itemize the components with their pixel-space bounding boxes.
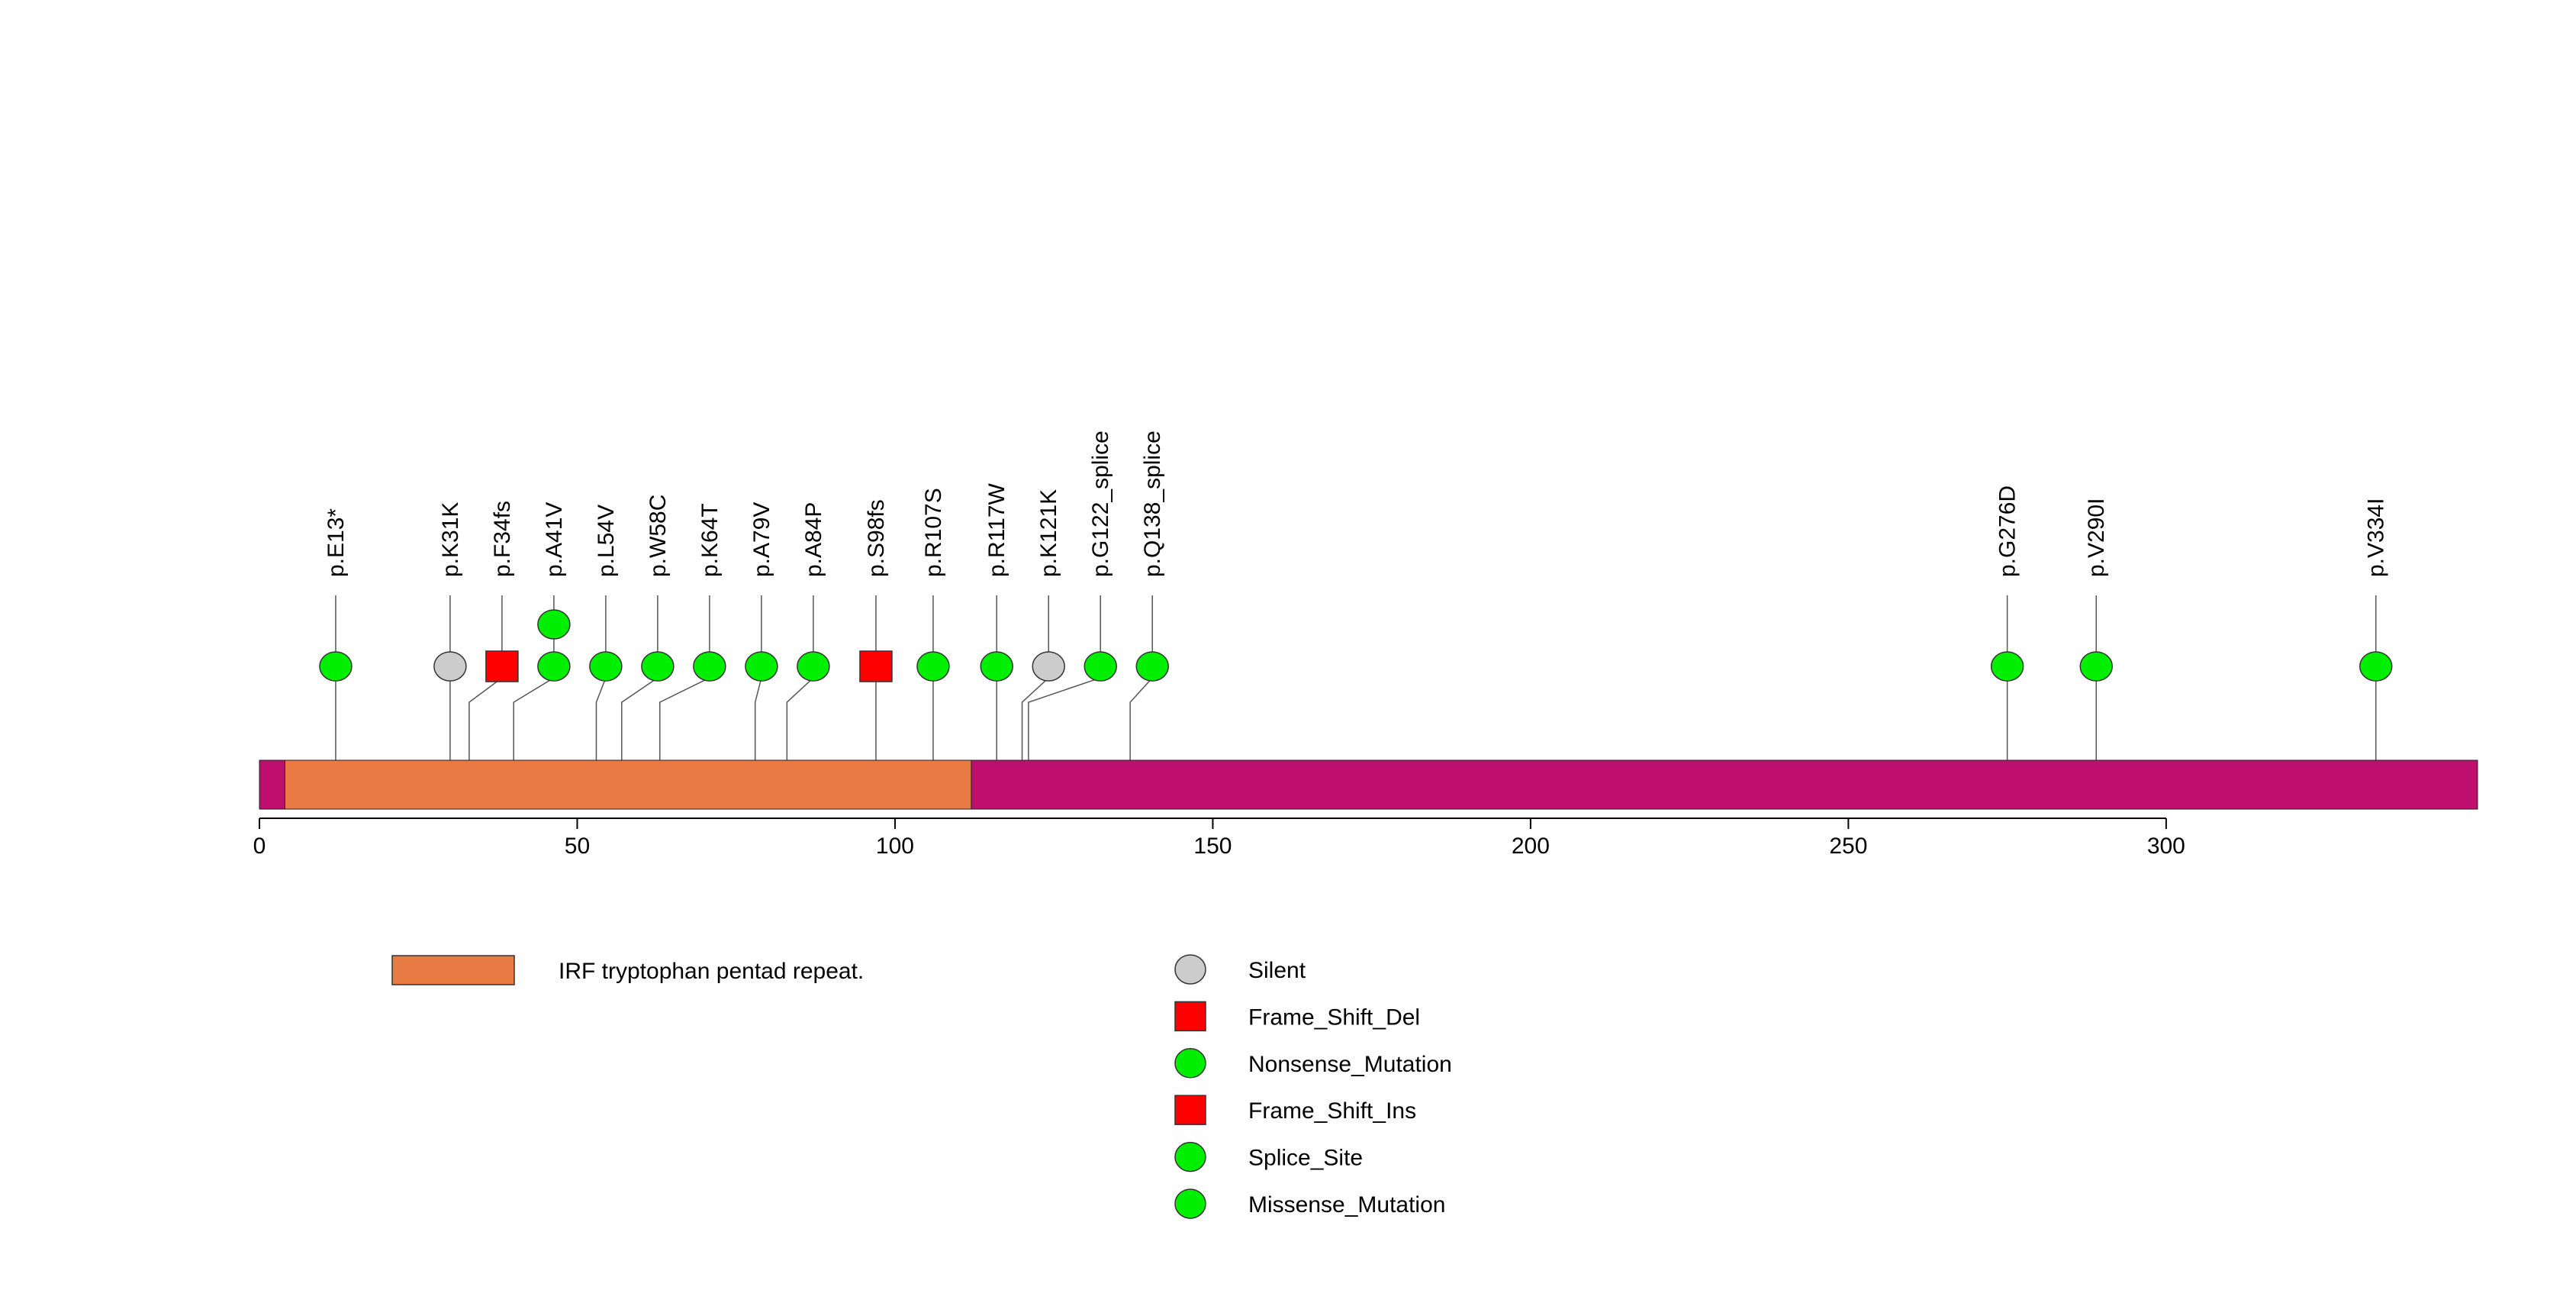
lollipop-stem xyxy=(469,595,503,760)
legend-type-label: Frame_Shift_Ins xyxy=(1248,1098,1416,1124)
mutation-label: p.W58C xyxy=(646,495,671,577)
mutation-marker-circle xyxy=(693,651,726,682)
lollipop-stem xyxy=(754,595,762,760)
mutation-label: p.R117W xyxy=(984,482,1009,577)
protein-backbone xyxy=(259,759,2478,810)
mutation-marker-circle xyxy=(433,651,467,682)
lollipop-stem xyxy=(659,595,710,760)
mutation-label: p.V334I xyxy=(2364,498,2389,577)
mutation-label: p.G122_splice xyxy=(1088,431,1113,577)
mutation-marker-circle xyxy=(1135,651,1169,682)
mutation-marker-circle xyxy=(537,651,571,682)
domain-legend-swatch xyxy=(391,955,515,985)
mutation-marker-circle xyxy=(1990,651,2024,682)
mutation-type-legend: Silent Frame_Shift_Del Nonsense_Mutation Fr… xyxy=(1174,954,1452,1219)
legend-marker-square xyxy=(1174,1001,1206,1032)
legend-marker-circle xyxy=(1174,1048,1206,1079)
mutation-marker-circle xyxy=(2359,651,2393,682)
mutation-label: p.A41V xyxy=(542,502,567,577)
lollipop-stem xyxy=(1021,595,1049,760)
mutation-label: p.R107S xyxy=(921,488,946,577)
domain-legend: IRF tryptophan pentad repeat. xyxy=(391,955,864,985)
x-tick-label: 300 xyxy=(2147,834,2185,859)
mutation-marker-circle xyxy=(1084,651,1117,682)
lollipop-stem xyxy=(1028,595,1101,760)
mutation-label: p.L54V xyxy=(594,505,619,577)
mutation-marker-square xyxy=(859,650,893,682)
mutation-label: p.S98fs xyxy=(864,499,889,577)
legend-type-label: Missense_Mutation xyxy=(1248,1192,1445,1217)
mutation-label: p.E13* xyxy=(324,508,349,577)
mutation-label: p.F34fs xyxy=(490,501,515,577)
lollipop-stem xyxy=(595,595,607,760)
domain-0 xyxy=(284,759,972,810)
legend-marker-circle xyxy=(1174,1188,1206,1219)
legend-type-label: Frame_Shift_Del xyxy=(1248,1005,1420,1030)
x-tick-label: 200 xyxy=(1512,834,1550,859)
x-tick-label: 0 xyxy=(253,834,266,859)
x-axis: 0 50 100 150 200 250 300 xyxy=(253,818,2185,859)
mutation-labels: p.E13* p.K31K p.F34fs p.A41V p.L54V p.W58C p.K… xyxy=(324,431,2389,577)
mutation-marker-circle xyxy=(589,651,623,682)
mutation-marker-circle xyxy=(641,651,675,682)
mutation-marker-circle xyxy=(797,651,830,682)
lollipop-stem xyxy=(621,595,658,760)
legend-marker-circle xyxy=(1174,954,1206,985)
mutation-markers xyxy=(319,609,2393,682)
mutation-label: p.K64T xyxy=(697,503,723,577)
mutation-label: p.V290I xyxy=(2084,498,2109,577)
x-tick-label: 250 xyxy=(1829,834,1867,859)
mutation-label: p.K121K xyxy=(1036,489,1061,577)
mutation-marker-circle xyxy=(745,651,778,682)
legend-type-label: Splice_Site xyxy=(1248,1146,1363,1171)
legend-marker-circle xyxy=(1174,1141,1206,1172)
mutation-marker-circle xyxy=(980,651,1013,682)
x-tick-label: 50 xyxy=(565,834,590,859)
legend-type-label: Silent xyxy=(1248,958,1306,983)
lollipop-stem xyxy=(786,595,814,760)
legend-marker-square xyxy=(1174,1095,1206,1125)
x-tick-label: 150 xyxy=(1193,834,1232,859)
mutation-marker-circle xyxy=(319,651,353,682)
mutation-marker-circle xyxy=(2079,651,2113,682)
mutation-marker-circle xyxy=(1032,651,1065,682)
mutation-marker-circle xyxy=(916,651,950,682)
domain-legend-label: IRF tryptophan pentad repeat. xyxy=(559,959,864,984)
mutation-marker-square xyxy=(485,650,519,682)
x-tick-label: 100 xyxy=(876,834,914,859)
legend-type-label: Nonsense_Mutation xyxy=(1248,1052,1452,1077)
lollipop-stem xyxy=(1129,595,1153,760)
mutation-label: p.G276D xyxy=(1995,485,2021,577)
mutation-label: p.Q138_splice xyxy=(1140,431,1165,577)
mutation-label: p.A79V xyxy=(749,502,774,577)
mutation-label: p.K31K xyxy=(438,502,463,577)
mutation-label: p.A84P xyxy=(801,502,826,577)
mutation-marker-circle xyxy=(537,609,571,640)
